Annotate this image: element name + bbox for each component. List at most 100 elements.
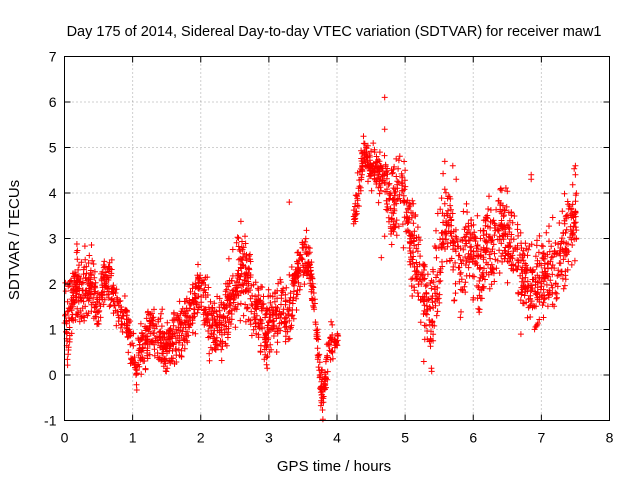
data-point: [316, 372, 323, 379]
data-point: [273, 315, 280, 322]
data-point: [403, 218, 410, 224]
data-point: [431, 243, 438, 250]
data-point: [551, 265, 558, 272]
data-point: [267, 292, 274, 299]
data-point: [187, 288, 194, 295]
data-point: [368, 172, 374, 179]
data-point: [547, 277, 554, 284]
data-point: [391, 224, 398, 231]
data-point: [544, 303, 551, 310]
data-point: [306, 249, 313, 256]
data-point: [378, 187, 384, 194]
data-point: [452, 290, 459, 297]
data-point: [518, 257, 524, 264]
data-point: [137, 320, 144, 327]
data-point: [487, 207, 494, 213]
data-point: [409, 210, 416, 217]
x-tick-label: 6: [469, 430, 477, 446]
data-point: [420, 298, 427, 305]
data-point: [570, 214, 577, 221]
x-tick-label: 3: [265, 430, 273, 446]
data-point: [250, 281, 257, 288]
data-point: [447, 195, 454, 202]
data-point: [88, 272, 95, 279]
data-point: [394, 178, 401, 185]
data-point: [367, 161, 374, 168]
data-point: [196, 284, 202, 290]
data-point: [247, 295, 254, 302]
data-point: [101, 258, 108, 265]
data-point: [560, 229, 567, 236]
data-point: [73, 249, 80, 256]
data-point: [452, 280, 459, 287]
data-point: [80, 279, 86, 286]
data-point: [258, 305, 265, 312]
data-point: [178, 332, 185, 339]
data-point: [183, 317, 190, 324]
data-point: [560, 285, 567, 292]
data-point: [64, 298, 71, 305]
data-point: [509, 219, 516, 226]
data-point: [285, 312, 292, 319]
data-point: [523, 269, 529, 276]
data-point: [78, 259, 85, 266]
data-point: [514, 221, 521, 228]
data-point: [393, 173, 400, 180]
data-point: [484, 223, 491, 230]
data-point: [227, 321, 234, 327]
data-point: [282, 338, 289, 345]
data-point: [298, 255, 305, 262]
data-point: [474, 242, 481, 248]
data-point: [565, 201, 572, 208]
data-point: [264, 365, 271, 372]
data-point: [454, 238, 461, 245]
data-point: [101, 296, 108, 303]
data-point: [447, 202, 454, 209]
data-point: [381, 152, 388, 159]
data-point: [572, 224, 579, 231]
data-point: [143, 325, 150, 332]
data-point: [368, 187, 375, 194]
data-point: [189, 285, 196, 292]
data-point: [453, 176, 460, 183]
data-point: [412, 271, 419, 278]
data-point: [176, 315, 183, 321]
data-point: [302, 260, 308, 267]
data-point: [252, 320, 259, 327]
data-point: [269, 293, 276, 300]
data-point: [446, 257, 453, 264]
data-point: [398, 170, 405, 177]
data-point: [264, 324, 271, 331]
data-point: [487, 233, 494, 240]
y-tick-label: 3: [49, 231, 57, 247]
data-point: [543, 281, 550, 288]
data-point: [267, 317, 274, 324]
grid-lines: [64, 56, 610, 421]
data-point: [161, 334, 168, 341]
data-point: [541, 260, 548, 267]
data-point: [514, 257, 521, 263]
data-point: [572, 162, 579, 169]
data-point: [443, 218, 450, 224]
data-point: [398, 179, 405, 186]
data-point: [170, 309, 177, 316]
data-point: [136, 341, 143, 348]
data-point: [460, 257, 467, 264]
data-point: [173, 326, 180, 333]
data-point: [274, 295, 281, 302]
data-point: [515, 232, 522, 239]
data-point: [303, 270, 310, 277]
data-point: [353, 208, 360, 215]
data-point: [452, 259, 459, 266]
data-point: [151, 352, 158, 359]
data-point: [126, 333, 132, 340]
data-point: [352, 200, 359, 207]
data-point: [492, 222, 499, 229]
data-point: [540, 278, 547, 285]
data-point: [389, 197, 396, 203]
data-point: [206, 322, 213, 329]
data-point: [401, 186, 408, 193]
data-point: [224, 331, 231, 338]
data-point: [251, 310, 258, 317]
data-point: [421, 267, 427, 273]
